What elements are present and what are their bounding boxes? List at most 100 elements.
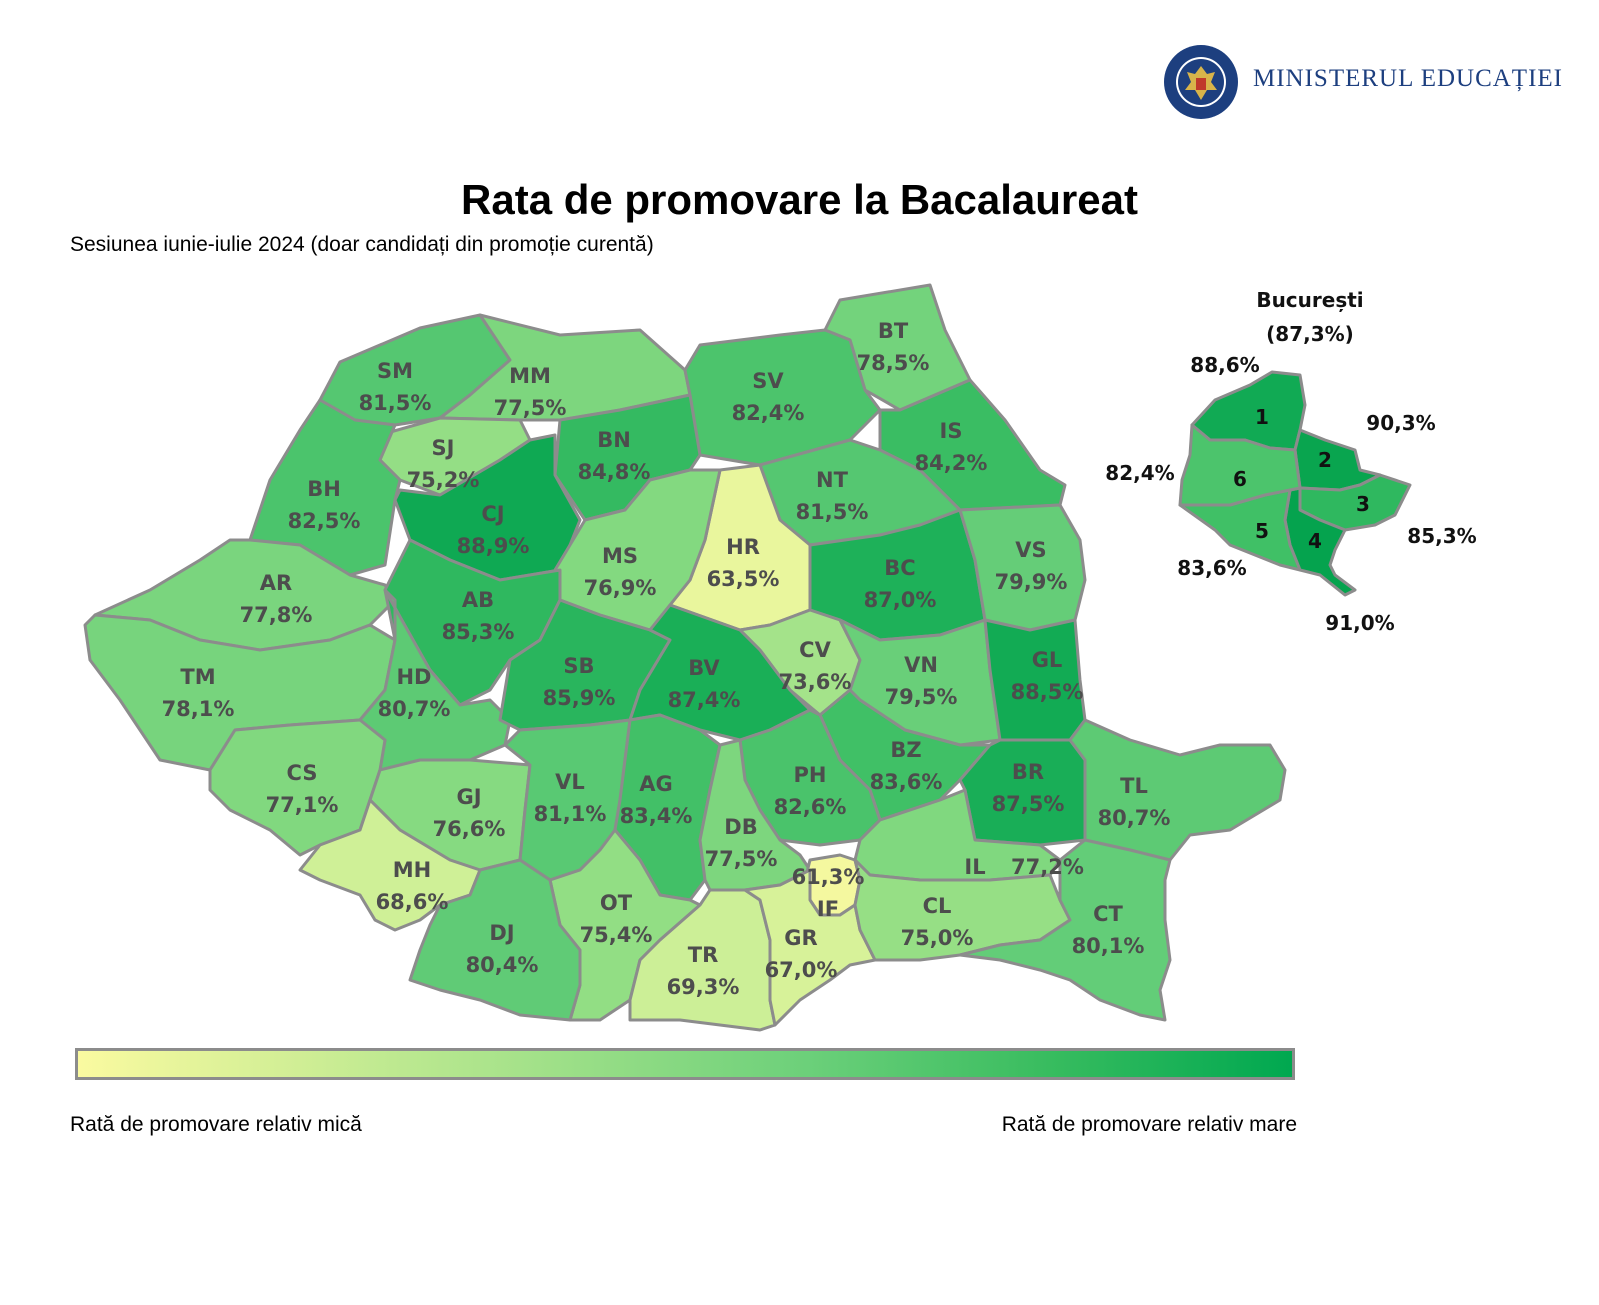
county-code-MS: MS: [602, 544, 638, 568]
county-code-VS: VS: [1015, 538, 1046, 562]
county-BR: [958, 738, 1087, 847]
county-code-CT: CT: [1093, 902, 1123, 926]
county-code-CV: CV: [799, 638, 831, 662]
county-value-IF: 61,3%: [792, 865, 865, 889]
sector-number-1: 1: [1255, 405, 1269, 429]
county-value-SB: 85,9%: [543, 686, 616, 710]
color-scale-bar: [75, 1048, 1295, 1080]
county-value-SM: 81,5%: [359, 391, 432, 415]
government-seal-icon: [1164, 45, 1238, 119]
county-labels: SM 81,5% MM 77,5% BT 78,5% SV 82,4% SJ 75,2% BN 84,…: [162, 319, 1171, 999]
county-code-VL: VL: [555, 770, 585, 794]
sector-number-3: 3: [1356, 492, 1370, 516]
county-CT: [958, 838, 1172, 1022]
county-value-AB: 85,3%: [442, 620, 515, 644]
county-code-HD: HD: [396, 665, 431, 689]
bucuresti-name: București: [1256, 288, 1364, 312]
county-value-IS: 84,2%: [915, 451, 988, 475]
county-value-CS: 77,1%: [266, 793, 339, 817]
county-value-BR: 87,5%: [992, 792, 1065, 816]
county-regions: [83, 283, 1287, 1032]
county-code-IL: IL: [964, 855, 985, 879]
ministry-logo: MINISTERUL EDUCAȚIEI: [1163, 44, 1562, 120]
county-value-BT: 78,5%: [857, 351, 930, 375]
county-code-MH: MH: [393, 858, 431, 882]
county-value-PH: 82,6%: [774, 795, 847, 819]
legend-high-label: Rată de promovare relativ mare: [1001, 1113, 1297, 1136]
county-TL: [1068, 718, 1287, 862]
county-code-IS: IS: [940, 419, 963, 443]
county-code-SV: SV: [752, 369, 784, 393]
bucuresti-heading: București (87,3%): [1230, 283, 1390, 351]
county-value-VS: 79,9%: [995, 570, 1068, 594]
county-code-AR: AR: [260, 571, 292, 595]
sector-number-4: 4: [1308, 529, 1322, 553]
county-value-AG: 83,4%: [620, 804, 693, 828]
county-value-BC: 87,0%: [864, 588, 937, 612]
bucuresti-total: (87,3%): [1266, 322, 1354, 346]
county-value-CT: 80,1%: [1072, 934, 1145, 958]
sector-value-4: 91,0%: [1325, 611, 1394, 635]
county-code-SJ: SJ: [432, 436, 455, 460]
county-code-GR: GR: [784, 926, 817, 950]
county-value-GR: 67,0%: [765, 958, 838, 982]
ministry-name: MINISTERUL EDUCAȚIEI: [1253, 65, 1564, 92]
county-value-MS: 76,9%: [584, 576, 657, 600]
county-code-BC: BC: [884, 556, 915, 580]
county-code-BR: BR: [1012, 760, 1044, 784]
county-code-AB: AB: [462, 588, 494, 612]
county-code-OT: OT: [600, 891, 633, 915]
county-code-TR: TR: [688, 943, 719, 967]
county-value-GL: 88,5%: [1011, 680, 1084, 704]
sector-value-6: 82,4%: [1105, 461, 1174, 485]
county-value-AR: 77,8%: [240, 603, 313, 627]
county-code-CJ: CJ: [481, 502, 504, 526]
county-value-TM: 78,1%: [162, 697, 235, 721]
county-value-GJ: 76,6%: [433, 817, 506, 841]
bucuresti-sectors: [1178, 370, 1412, 597]
county-code-CL: CL: [923, 894, 952, 918]
county-value-CV: 73,6%: [779, 670, 852, 694]
county-value-VL: 81,1%: [534, 802, 607, 826]
county-DJ: [408, 858, 582, 1022]
county-value-OT: 75,4%: [580, 923, 653, 947]
county-code-GL: GL: [1032, 648, 1063, 672]
county-code-DJ: DJ: [489, 921, 514, 945]
county-value-CJ: 88,9%: [457, 534, 530, 558]
county-value-NT: 81,5%: [796, 500, 869, 524]
county-code-VN: VN: [904, 653, 938, 677]
county-code-BV: BV: [688, 656, 720, 680]
county-BH: [248, 398, 402, 577]
county-value-SJ: 75,2%: [407, 468, 480, 492]
county-code-DB: DB: [724, 815, 757, 839]
county-MH: [298, 798, 482, 932]
county-value-IL: 77,2%: [1011, 855, 1084, 879]
county-value-BZ: 83,6%: [870, 770, 943, 794]
county-value-DB: 77,5%: [705, 847, 778, 871]
county-value-HR: 63,5%: [707, 567, 780, 591]
county-AG: [613, 713, 722, 902]
county-value-TR: 69,3%: [667, 975, 740, 999]
county-code-SM: SM: [377, 359, 413, 383]
sector-value-1: 88,6%: [1190, 353, 1259, 377]
county-code-NT: NT: [816, 468, 849, 492]
sector-6: [1178, 423, 1302, 507]
county-VN: [838, 618, 1002, 747]
sector-value-3: 85,3%: [1407, 524, 1476, 548]
county-code-IF: IF: [817, 897, 839, 921]
county-code-SB: SB: [563, 654, 594, 678]
sector-number-5: 5: [1255, 519, 1269, 543]
county-value-HD: 80,7%: [378, 697, 451, 721]
county-value-BH: 82,5%: [288, 509, 361, 533]
sector-value-5: 83,6%: [1177, 556, 1246, 580]
county-code-AG: AG: [639, 772, 673, 796]
county-code-TM: TM: [180, 665, 215, 689]
page-subtitle: Sesiunea iunie-iulie 2024 (doar candidaț…: [70, 233, 654, 256]
sector-number-6: 6: [1233, 467, 1247, 491]
county-value-BV: 87,4%: [668, 688, 741, 712]
county-code-BT: BT: [878, 319, 909, 343]
county-value-SV: 82,4%: [732, 401, 805, 425]
county-code-BZ: BZ: [890, 738, 921, 762]
county-value-BN: 84,8%: [578, 460, 651, 484]
